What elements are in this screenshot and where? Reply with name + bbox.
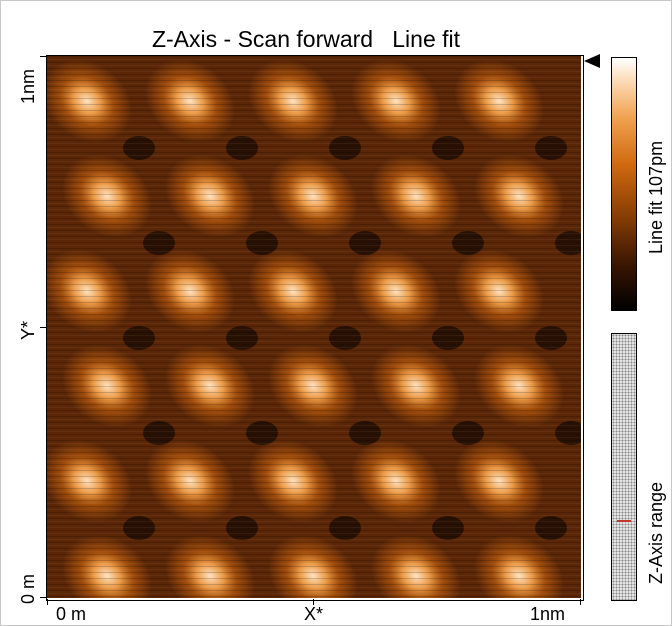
y-axis-end-label: 1nm xyxy=(18,68,38,104)
scan-title: Z-Axis - Scan forward Line fit xyxy=(151,26,461,52)
y-tick-mid xyxy=(40,327,46,328)
y-tick-bottom xyxy=(40,597,46,598)
x-axis-end-label: 1nm xyxy=(530,604,566,624)
y-axis-start-label: 0 m xyxy=(18,573,38,604)
color-scale-label: Line fit 107pm xyxy=(646,140,666,254)
x-tick-left xyxy=(47,599,48,605)
z-axis-range-marker[interactable] xyxy=(617,520,631,522)
scan-line-marker[interactable] xyxy=(584,54,600,68)
x-axis-start-label: 0 m xyxy=(56,604,87,624)
y-axis-mid-label: Y* xyxy=(18,320,38,340)
afm-scan-image[interactable] xyxy=(47,56,581,598)
scan-image-border xyxy=(46,55,584,601)
z-axis-range-label: Z-Axis range xyxy=(646,481,666,584)
y-tick-top xyxy=(40,56,46,57)
x-tick-mid xyxy=(313,599,314,605)
z-axis-range-bar[interactable] xyxy=(611,333,637,601)
x-tick-right xyxy=(580,599,581,605)
x-axis-mid-label: X* xyxy=(304,604,324,624)
color-scale-bar xyxy=(611,57,637,311)
